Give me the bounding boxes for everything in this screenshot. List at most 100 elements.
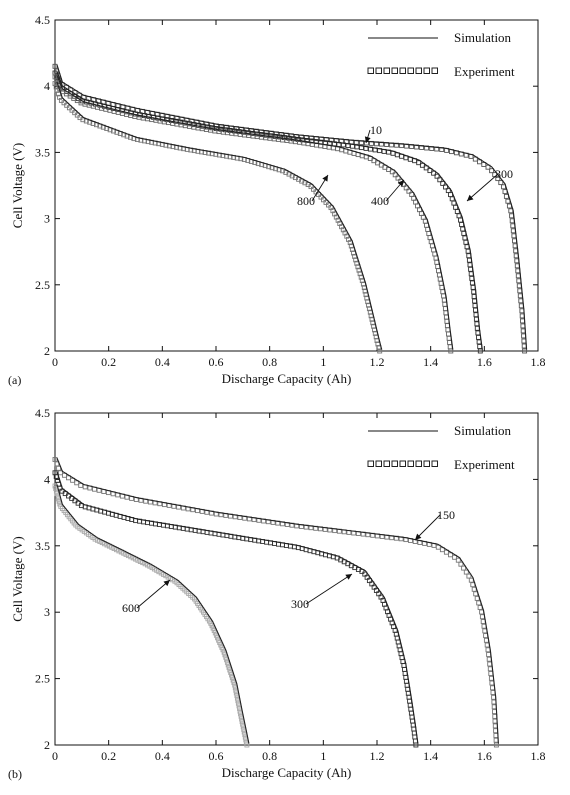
experiment-marker [472,156,478,162]
experiment-marker [519,308,525,314]
experiment-marker [405,690,411,696]
experiment-marker [479,614,485,620]
experiment-marker [399,655,405,661]
y-tick-label: 4 [44,472,50,486]
experiment-marker [462,235,468,241]
x-tick-label: 1.8 [531,749,546,763]
experiment-marker [408,706,414,712]
experiment-marker [473,307,478,313]
experiment-marker [493,742,499,748]
plot-area-frame [54,412,539,746]
experiment-marker [389,169,395,175]
experiment-marker [475,330,481,336]
y-tick-label: 4.5 [35,406,50,420]
experiment-marker [439,547,445,553]
experiment-marker [74,480,80,486]
experiment-marker [515,268,521,274]
y-tick-label: 2.5 [35,672,50,686]
x-tick-label: 0.8 [262,749,277,763]
annotation-label: 10 [370,123,382,137]
experiment-marker [509,218,515,224]
experiment-marker [412,738,418,744]
experiment-marker [439,285,445,290]
experiment-marker [438,280,444,286]
experiment-marker [517,293,523,299]
experiment-marker [521,338,527,344]
experiment-marker [448,348,454,354]
experiment-marker [64,102,70,108]
annotation-arrow [305,573,353,605]
x-tick-label: 0 [52,749,58,763]
experiment-marker [509,213,515,219]
experiment-marker [57,470,63,476]
experiment-marker [451,200,457,206]
experiment-marker [446,335,452,341]
arrow-head [322,175,328,182]
y-tick-label: 3 [44,212,50,226]
y-tick-label: 2.5 [35,278,50,292]
experiment-marker [474,325,480,331]
experiment-marker [477,344,483,349]
arrow-head [345,574,352,580]
experiment-marker [484,642,490,648]
experiment-marker [419,162,425,168]
legend-marker-swatch [423,67,430,74]
x-tick-label: 0.6 [209,749,224,763]
experiment-marker [468,266,474,272]
experiment-marker [74,112,80,118]
y-tick-label: 2 [44,344,50,358]
experiment-marker [464,244,470,250]
series-400 [52,74,454,354]
arrow-head [415,533,422,540]
experiment-marker [495,176,501,182]
experiment-marker [516,283,522,289]
experiment-marker [392,172,398,178]
x-tick-label: 1.2 [370,749,385,763]
experiment-marker [437,276,443,282]
experiment-marker [461,565,467,571]
experiment-marker [486,652,492,657]
panel-a: 0 0.2 0.4 0.6 0.8 1 1.2 1.4 1.6 1.8 2 2.5 3 3.5 4 4.5 Di… [8,13,546,387]
experiment-marker [431,170,437,176]
legend-marker-swatch [431,460,438,467]
experiment-marker [78,482,84,488]
panel-label: (b) [8,767,22,781]
experiment-marker [492,718,498,724]
experiment-marker [426,231,432,236]
experiment-marker [487,661,493,667]
experiment-marker [522,348,528,354]
x-axis-label: Discharge Capacity (Ah) [222,765,352,780]
experiment-marker [467,262,473,268]
curve-annotation: 300 [466,167,513,202]
experiment-marker [434,173,440,179]
experiment-marker [213,632,219,638]
legend-label-experiment: Experiment [454,64,515,79]
experiment-marker [455,557,461,563]
y-tick-label: 4.5 [35,13,50,27]
experiment-marker [471,586,477,592]
arrow-head [364,136,371,143]
experiment-marker [443,549,449,555]
experiment-marker [512,243,518,249]
annotation-arrow [136,579,171,609]
experiment-marker [488,671,494,676]
experiment-marker [477,605,483,610]
x-tick-label: 0.4 [155,355,170,369]
x-tick-label: 1.8 [531,355,546,369]
annotation-label: 600 [122,601,140,615]
experiment-marker [69,107,75,113]
x-tick-label: 0.2 [101,355,116,369]
experiment-marker [506,203,512,209]
experiment-marker [395,639,401,645]
experiment-marker [482,628,488,634]
experiment-marker [448,552,453,558]
y-axis-label: Cell Voltage (V) [10,143,25,228]
experiment-marker [311,186,316,192]
y-axis-label: Cell Voltage (V) [10,536,25,621]
experiment-marker [318,194,324,200]
experiment-marker [423,165,429,171]
experiment-marker [520,323,526,329]
annotation-label: 300 [291,597,309,611]
legend-marker-swatch [423,460,430,467]
